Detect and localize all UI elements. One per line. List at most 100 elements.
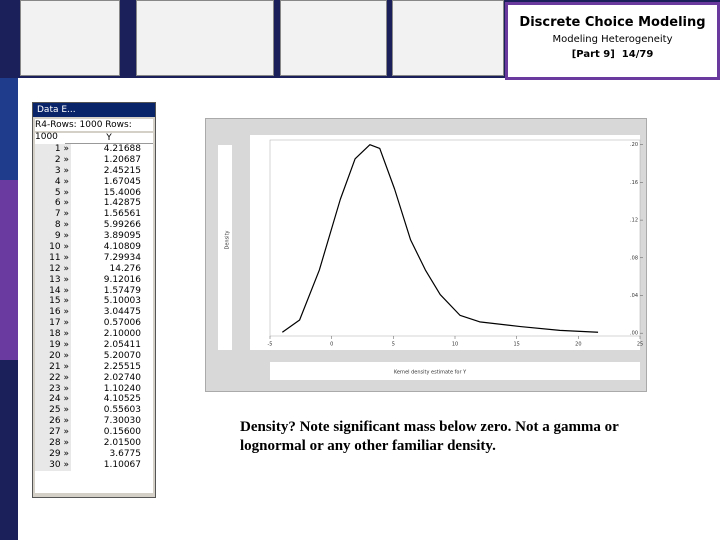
cell: 2.45215	[103, 165, 141, 176]
row-label: 7 »	[35, 209, 71, 221]
row[interactable]: 4 » 1.67045	[35, 176, 153, 188]
row[interactable]: 30 » 1.10067	[35, 459, 153, 471]
row[interactable]: 8 » 5.99266	[35, 220, 153, 232]
cell: 1.10240	[103, 383, 141, 394]
row[interactable]: 3 » 2.45215	[35, 165, 153, 177]
column-header[interactable]: Y	[65, 133, 153, 144]
row-label: 12 »	[35, 263, 71, 275]
row[interactable]: 18 » 2.10000	[35, 329, 153, 341]
info-bar: R4-Rows: 1000 Rows: 1000	[35, 119, 153, 142]
row-label: 9 »	[35, 231, 71, 243]
cell: 9.12016	[103, 274, 141, 285]
row[interactable]: 1 » 4.21688	[35, 144, 153, 155]
page-number: 14/79	[621, 49, 654, 60]
row[interactable]: 17 » 0.57006	[35, 318, 153, 330]
cell: 14.276	[109, 263, 142, 274]
side-stripe	[0, 360, 18, 540]
x-tick-label: 15	[513, 342, 519, 348]
row-label: 21 »	[35, 361, 71, 373]
cell: 2.02740	[103, 372, 141, 383]
row[interactable]: 20 » 5.20070	[35, 350, 153, 362]
x-axis-label: Kernel density estimate for Y	[394, 370, 467, 376]
row[interactable]: 6 » 1.42875	[35, 198, 153, 210]
y-tick-label: .04	[630, 293, 638, 299]
y-axis-label: Density	[225, 230, 231, 249]
row-label: 25 »	[35, 405, 71, 417]
row-label: 28 »	[35, 438, 71, 449]
data-window: Data E... R4-Rows: 1000 Rows: 1000 Y 1 »…	[32, 102, 156, 498]
row[interactable]: 26 » 7.30030	[35, 416, 153, 428]
cell: 3.04475	[103, 307, 141, 318]
thumbnail	[280, 0, 387, 76]
row[interactable]: 11 » 7.29934	[35, 252, 153, 264]
x-tick-label: 25	[637, 342, 643, 348]
row-label: 16 »	[35, 307, 71, 319]
cell: 0.15600	[103, 427, 141, 438]
row[interactable]: 22 » 2.02740	[35, 372, 153, 384]
y-tick-label: .12	[630, 218, 638, 224]
row-label: 27 »	[35, 427, 71, 439]
y-tick-label: .08	[630, 255, 638, 261]
row-label: 3 »	[35, 165, 71, 177]
row-label: 5 »	[35, 187, 71, 199]
y-tick-label: .00	[630, 331, 638, 337]
cell: 1.20687	[103, 154, 141, 165]
row-label: 15 »	[35, 296, 71, 308]
part: [Part 9]	[571, 49, 615, 60]
cell: 0.55603	[103, 405, 141, 416]
cell: 7.29934	[103, 252, 141, 263]
row-label: 1 »	[35, 144, 71, 155]
cell: 4.10525	[103, 394, 141, 405]
cell: 5.10003	[103, 296, 141, 307]
row[interactable]: 7 » 1.56561	[35, 209, 153, 221]
row-label: 13 »	[35, 274, 71, 286]
cell: 5.20070	[103, 350, 141, 361]
row[interactable]: 19 » 2.05411	[35, 340, 153, 351]
row-label: 29 »	[35, 448, 71, 460]
x-tick-label: 5	[392, 342, 395, 348]
row-label: 4 »	[35, 176, 71, 188]
y-tick-label: .16	[630, 180, 638, 186]
row[interactable]: 27 » 0.15600	[35, 427, 153, 439]
row[interactable]: 21 » 2.25515	[35, 361, 153, 373]
title-box: Discrete Choice Modeling Modeling Hetero…	[505, 2, 720, 80]
row-label: 26 »	[35, 416, 71, 428]
cell: 2.05411	[103, 340, 141, 351]
row[interactable]: 9 » 3.89095	[35, 231, 153, 243]
row[interactable]: 2 » 1.20687	[35, 154, 153, 166]
cell: 1.10067	[103, 459, 141, 470]
subtitle: Modeling Heterogeneity	[552, 34, 673, 45]
row[interactable]: 10 » 4.10809	[35, 242, 153, 253]
x-tick-label: 10	[452, 342, 458, 348]
window-title[interactable]: Data E...	[33, 103, 155, 117]
cell: 2.25515	[103, 361, 141, 372]
cell: 5.99266	[103, 220, 141, 231]
row[interactable]: 15 » 5.10003	[35, 296, 153, 308]
row[interactable]: 29 » 3.6775	[35, 448, 153, 460]
row[interactable]: 24 » 4.10525	[35, 394, 153, 406]
row[interactable]: 23 » 1.10240	[35, 383, 153, 395]
row-label: 14 »	[35, 285, 71, 297]
thumbnail	[20, 0, 120, 76]
x-tick-label: 20	[575, 342, 581, 348]
row[interactable]: 12 » 14.276	[35, 263, 153, 275]
cell: 4.10809	[103, 242, 141, 253]
row-label: 8 »	[35, 220, 71, 232]
row[interactable]: 25 » 0.55603	[35, 405, 153, 417]
row-label: 19 »	[35, 340, 71, 351]
row[interactable]: 5 » 15.4006	[35, 187, 153, 199]
cell: 15.4006	[103, 187, 141, 198]
x-tick-label: -5	[268, 342, 273, 348]
cell: 4.21688	[103, 144, 141, 154]
row[interactable]: 14 » 1.57479	[35, 285, 153, 297]
row-label: 23 »	[35, 383, 71, 395]
row-label: 6 »	[35, 198, 71, 210]
cell: 1.42875	[103, 198, 141, 209]
thumbnail	[392, 0, 504, 76]
row[interactable]: 16 » 3.04475	[35, 307, 153, 319]
row[interactable]: 13 » 9.12016	[35, 274, 153, 286]
row-label: 30 »	[35, 459, 71, 471]
row[interactable]: 28 » 2.01500	[35, 438, 153, 449]
